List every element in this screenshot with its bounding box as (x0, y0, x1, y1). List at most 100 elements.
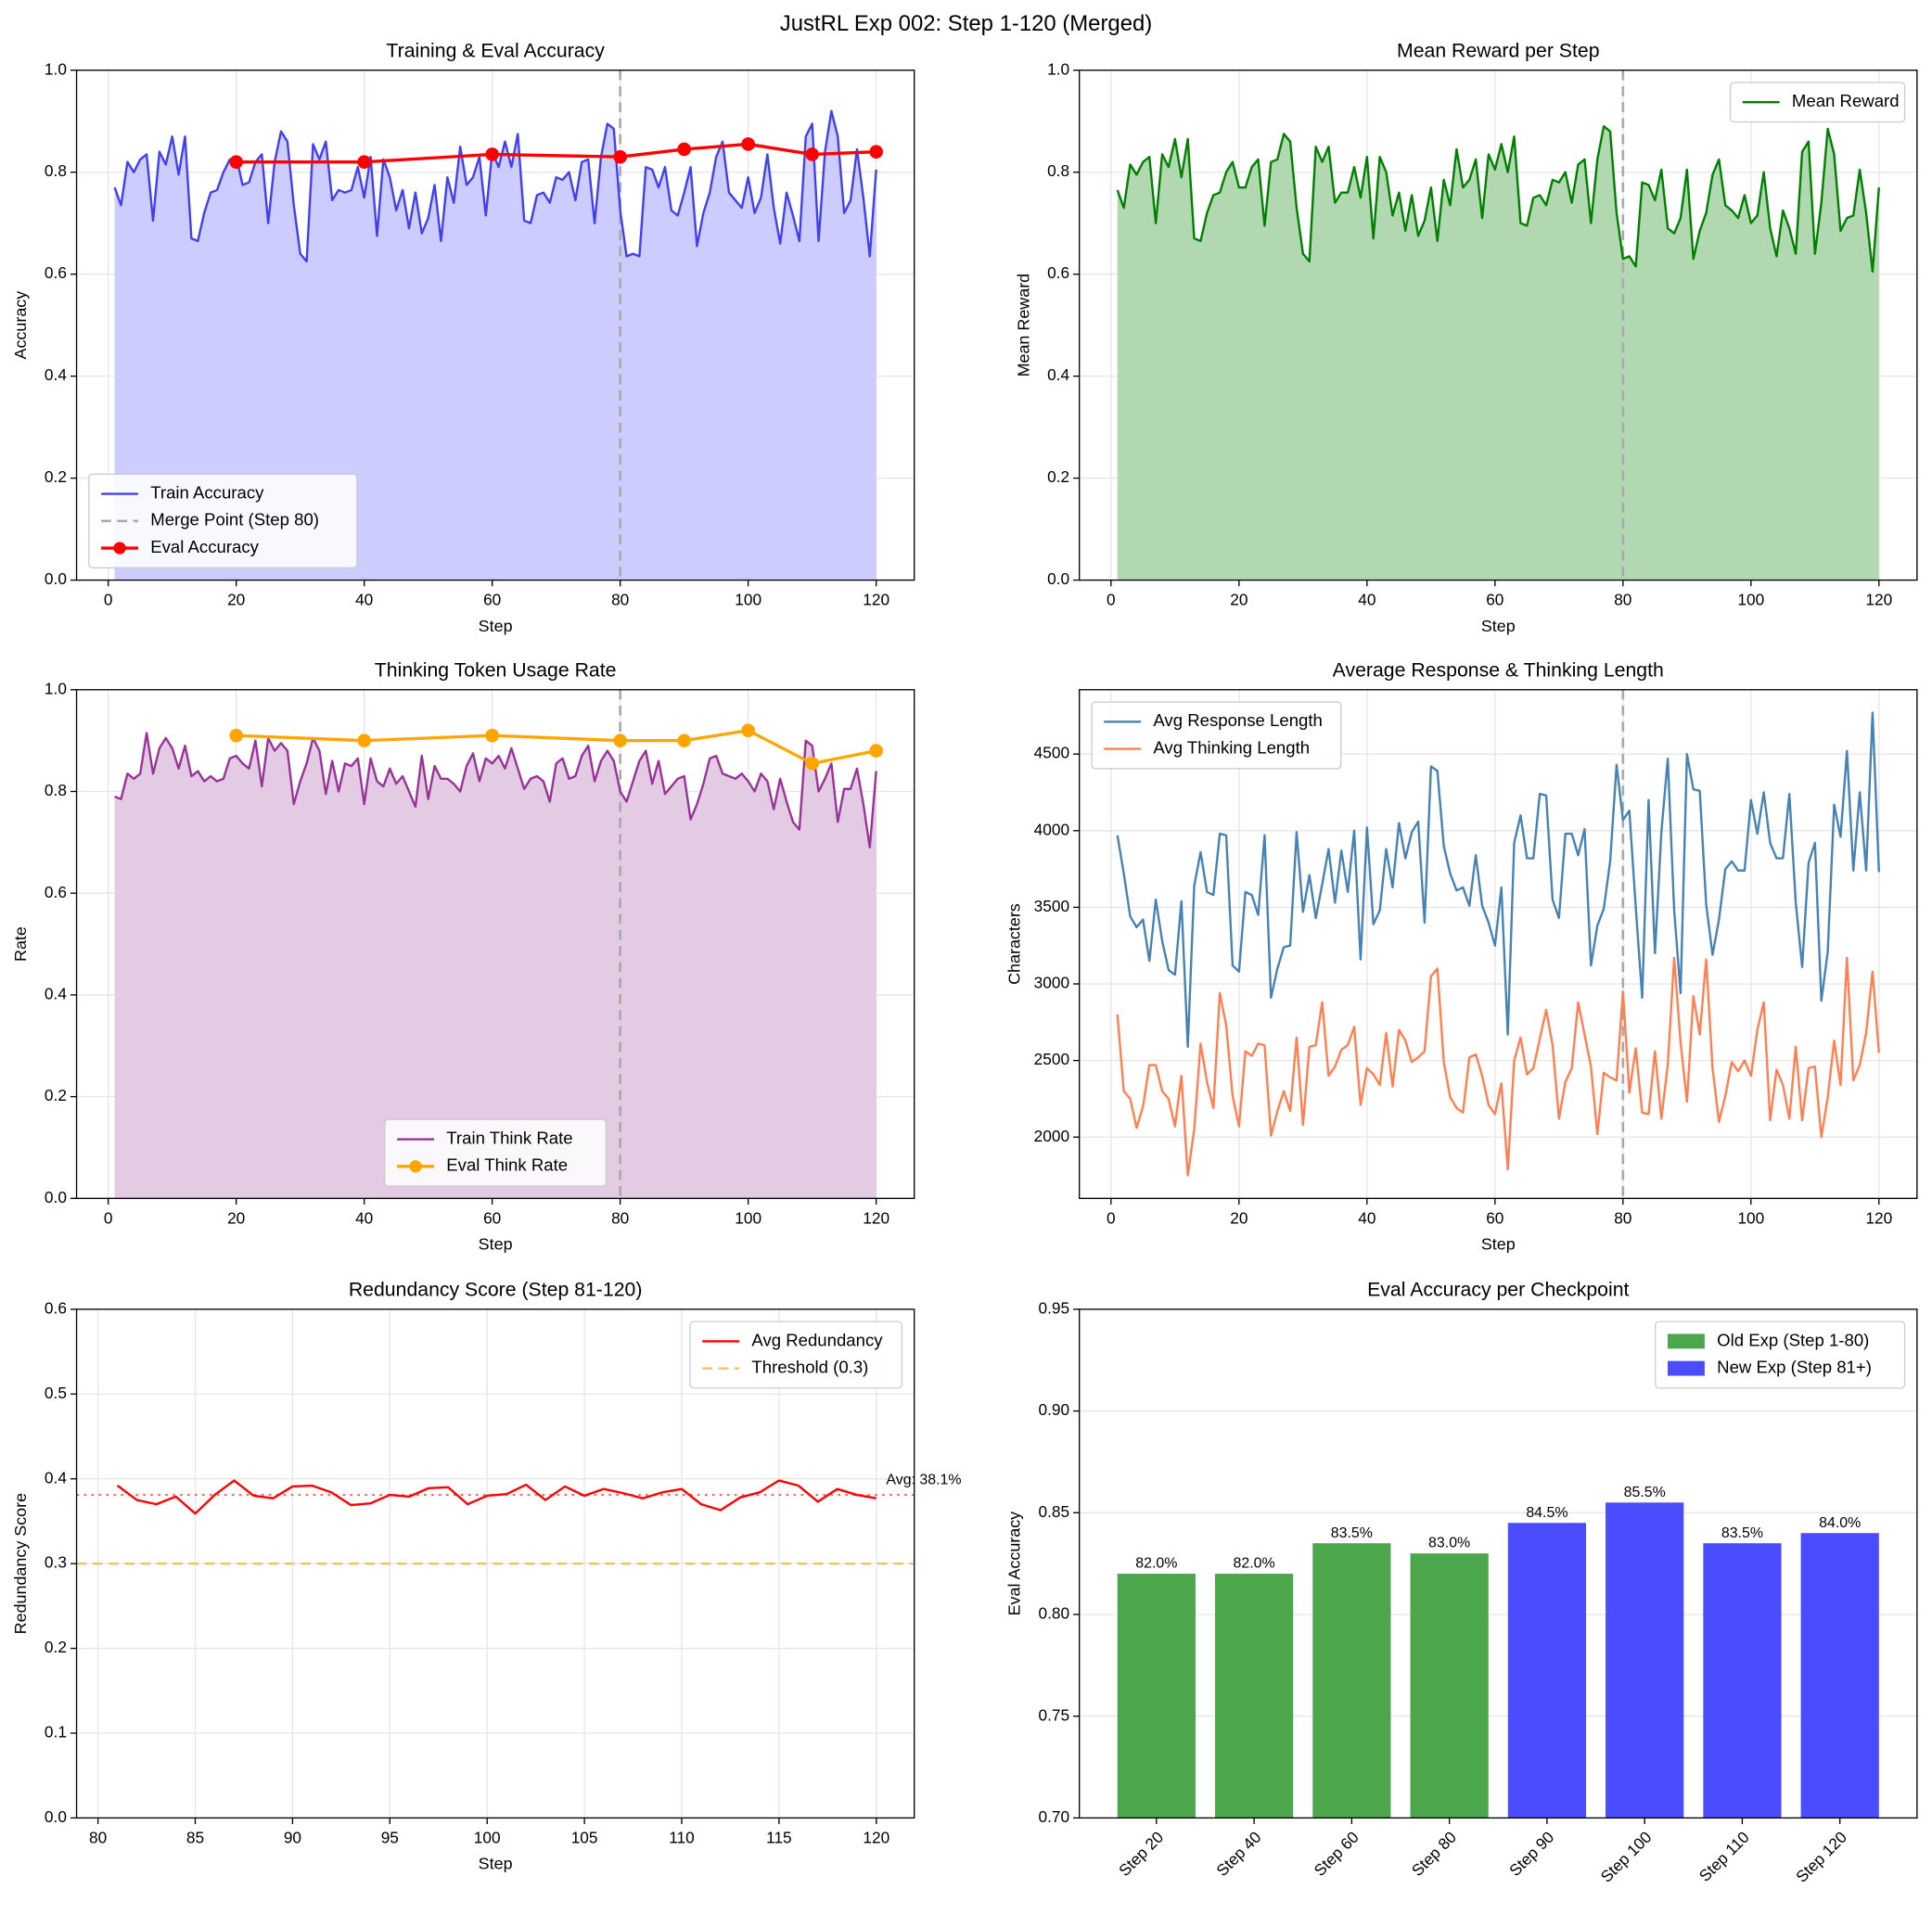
subplot: Mean Reward per Step 0.0 0.2 0.4 0.6 0.8 1.0 Me… (1014, 39, 1918, 635)
data-point (357, 734, 371, 747)
y-tick-label: 0.75 (1038, 1705, 1069, 1724)
legend-swatch (1668, 1333, 1705, 1349)
legend-label: Mean Reward (1792, 91, 1900, 110)
y-tick-label: 1.0 (1047, 59, 1069, 78)
legend-box (689, 1321, 903, 1389)
y-tick-label: 0.1 (45, 1723, 67, 1742)
x-tick-label: 20 (227, 591, 245, 609)
x-tick-label: 60 (483, 591, 501, 609)
y-axis-label: Rate (11, 926, 30, 962)
bar (1215, 1574, 1294, 1818)
legend-label: Avg Response Length (1153, 710, 1322, 730)
legend-label: New Exp (Step 81+) (1717, 1358, 1872, 1377)
data-point (613, 734, 627, 747)
y-tick-label: 4000 (1034, 820, 1069, 838)
x-tick-label: 85 (186, 1829, 204, 1847)
x-tick-label: 100 (1737, 1208, 1764, 1227)
y-axis-label: Accuracy (11, 291, 30, 360)
axes-frame (1079, 689, 1918, 1199)
x-tick-label: 90 (284, 1829, 301, 1847)
y-tick-label: 0.80 (1038, 1604, 1069, 1623)
y-tick-label: 0.4 (45, 1468, 67, 1487)
subplot: Thinking Token Usage Rate 0.0 0.2 0.4 0.6 0.8… (11, 658, 915, 1254)
data-point (229, 728, 244, 743)
y-tick-label: 2500 (1034, 1050, 1069, 1068)
x-tick-label: 40 (1358, 1208, 1375, 1227)
data-label: 82.0% (1234, 1556, 1275, 1572)
data-point (805, 757, 819, 771)
y-tick-label: 0.8 (45, 781, 67, 799)
legend-box (1655, 1321, 1906, 1389)
figure-title: JustRL Exp 002: Step 1-120 (Merged) (780, 11, 1152, 36)
data-point (485, 147, 499, 161)
data-label: 83.5% (1331, 1525, 1373, 1541)
y-tick-label: 3500 (1034, 897, 1069, 915)
data-label: 85.5% (1624, 1485, 1666, 1500)
area-fill (1117, 126, 1879, 581)
x-tick-label: 40 (355, 591, 373, 609)
subplot: Redundancy Score (Step 81-120) 0.0 0.1 0.2 0… (11, 1279, 961, 1873)
x-tick-label: 100 (474, 1829, 501, 1847)
y-tick-label: 0.4 (1047, 365, 1069, 384)
area-fill (114, 733, 876, 1199)
legend-label: Avg Redundancy (751, 1330, 883, 1349)
legend: Old Exp (Step 1-80) New Exp (Step 81+) (1655, 1321, 1906, 1389)
x-tick-label: 95 (381, 1829, 399, 1847)
axes-frame (1079, 1308, 1918, 1819)
subplot-title: Redundancy Score (Step 81-120) (349, 1279, 643, 1301)
y-tick-label: 0.0 (1047, 569, 1069, 588)
y-tick-label: 3000 (1034, 974, 1069, 992)
data-line (1116, 124, 1880, 274)
bar (1703, 1543, 1782, 1818)
subplot-title: Thinking Token Usage Rate (375, 658, 617, 681)
y-axis-label: Mean Reward (1014, 274, 1032, 377)
x-axis-label: Step (479, 1235, 513, 1254)
subplot-title: Mean Reward per Step (1397, 39, 1600, 61)
data-label: 82.0% (1135, 1556, 1177, 1572)
x-tick-label: 80 (1614, 1208, 1631, 1227)
axes-frame (1079, 70, 1918, 581)
legend-box (1091, 701, 1342, 770)
data-label: 83.5% (1721, 1525, 1763, 1541)
x-tick-label: 115 (766, 1829, 792, 1847)
x-tick-label: 40 (355, 1208, 373, 1227)
x-axis-label: Step (1481, 1235, 1516, 1254)
data-line (236, 729, 876, 765)
data-point (357, 155, 371, 169)
y-tick-label: 2000 (1034, 1127, 1069, 1145)
subplot-title: Eval Accuracy per Checkpoint (1367, 1279, 1629, 1301)
x-tick-label: 120 (863, 1829, 889, 1847)
y-axis-label: Characters (1004, 903, 1023, 985)
y-tick-label: 0.6 (45, 1298, 67, 1317)
y-tick-label: 0.4 (45, 984, 67, 1002)
axes-frame (75, 1308, 915, 1819)
data-point (677, 142, 691, 157)
legend: Avg Redundancy Threshold (0.3) (689, 1321, 903, 1389)
legend-label: Avg Thinking Length (1153, 737, 1310, 757)
x-axis-label: Step (479, 1855, 513, 1873)
data-point (741, 723, 755, 737)
y-tick-label: 0.95 (1038, 1298, 1069, 1317)
x-tick-label: 80 (611, 1208, 629, 1227)
legend-label: Old Exp (Step 1-80) (1717, 1330, 1869, 1349)
subplot-title: Average Response & Thinking Length (1333, 658, 1664, 681)
legend: Avg Response Length Avg Thinking Length (1091, 701, 1342, 770)
bar (1507, 1523, 1587, 1818)
x-tick-label: 0 (1107, 591, 1116, 609)
y-tick-label: 0.0 (45, 1188, 67, 1206)
legend-label: Eval Accuracy (150, 537, 259, 556)
y-tick-label: 0.8 (1047, 161, 1069, 180)
x-tick-label: 20 (1230, 591, 1247, 609)
data-point (741, 137, 755, 151)
x-axis-label: Step (479, 617, 513, 635)
y-tick-label: 0.70 (1038, 1807, 1069, 1826)
legend-label: Merge Point (Step 80) (150, 510, 319, 530)
y-tick-label: 0.6 (45, 263, 67, 282)
x-tick-label: 100 (735, 1208, 761, 1227)
x-tick-label: 80 (611, 591, 629, 609)
data-label: 84.0% (1819, 1515, 1861, 1531)
legend: Train Accuracy Merge Point (Step 80) Eval … (88, 473, 358, 568)
y-tick-label: 4500 (1034, 744, 1069, 762)
